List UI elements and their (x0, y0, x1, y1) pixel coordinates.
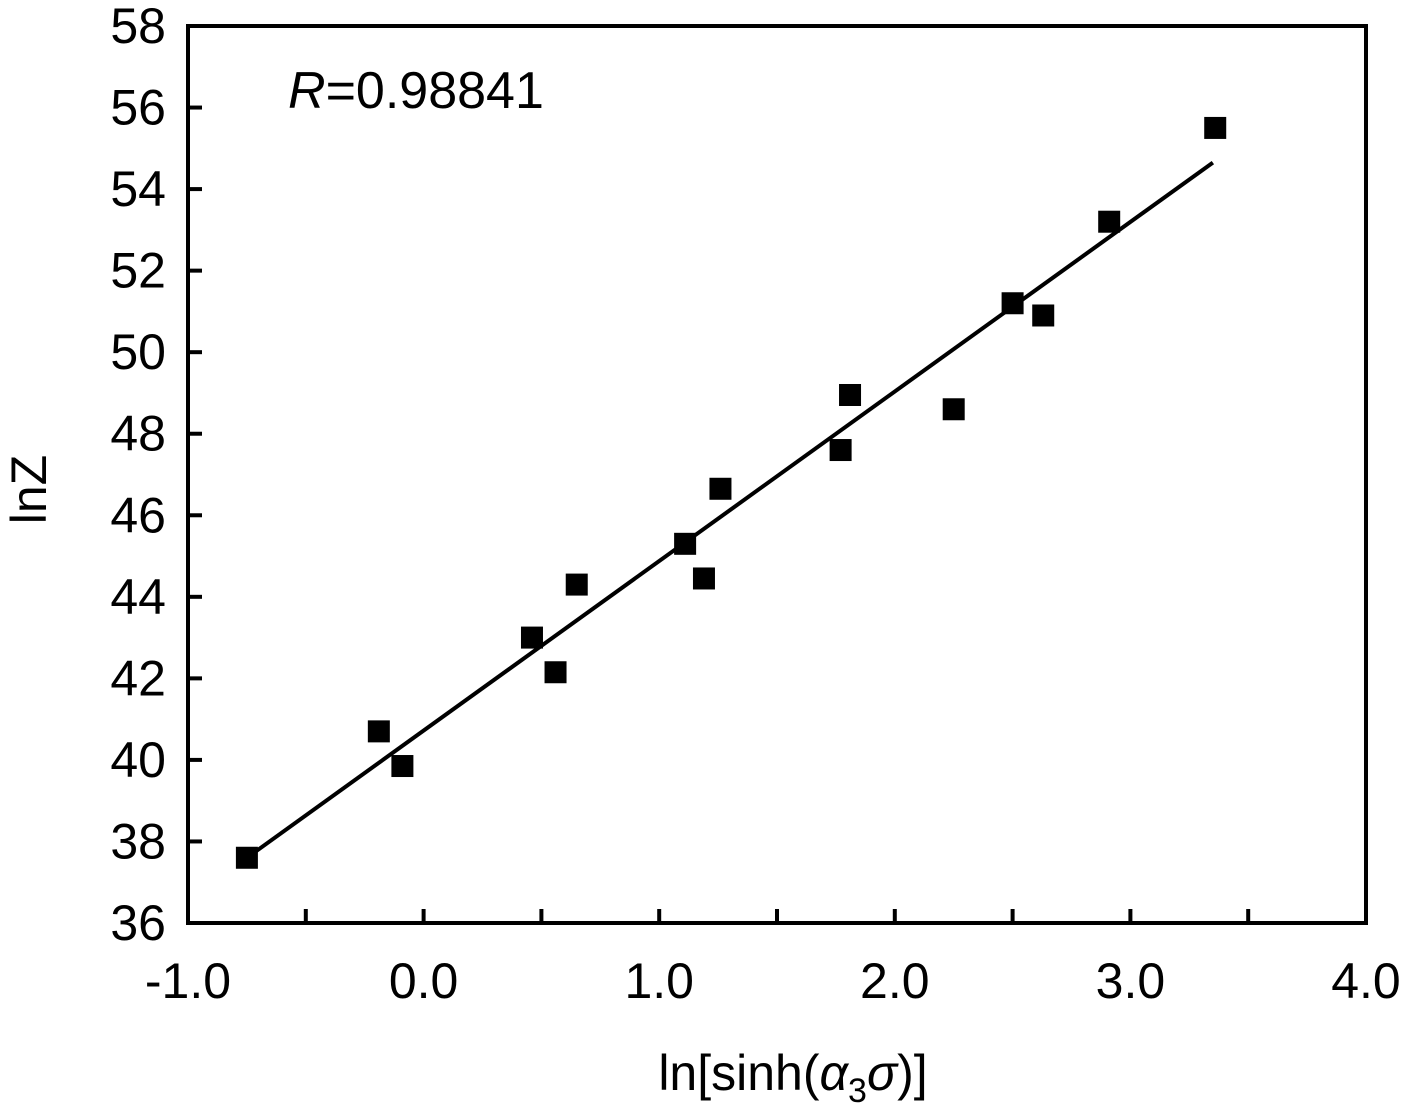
r-value-text: =0.98841 (326, 62, 544, 120)
data-point (367, 720, 390, 743)
x-tick-label: 1.0 (624, 953, 694, 1009)
y-tick-label: 50 (110, 324, 166, 380)
x-tick-label: 0.0 (389, 953, 459, 1009)
r-value-annotation: R=0.98841 (288, 62, 544, 120)
data-point (544, 661, 567, 684)
data-point (235, 846, 258, 869)
data-point (1098, 210, 1121, 233)
x-axis-title: ln[sinh(α3σ)] (658, 1045, 927, 1110)
x-title-prefix: ln[sinh( (658, 1045, 820, 1101)
y-tick-label: 52 (110, 243, 166, 299)
x-title-alpha-sub: 3 (848, 1072, 867, 1110)
y-tick-label: 40 (110, 732, 166, 788)
data-point (1001, 292, 1024, 315)
y-ticks: 36 38 40 42 44 46 48 50 52 54 56 58 (110, 0, 202, 951)
x-tick-label: -1.0 (145, 953, 231, 1009)
x-tick-label: 4.0 (1331, 953, 1401, 1009)
y-tick-label: 56 (110, 80, 166, 136)
data-point (829, 439, 852, 462)
y-tick-label: 54 (110, 161, 166, 217)
y-tick-label: 58 (110, 0, 166, 54)
y-tick-label: 36 (110, 895, 166, 951)
y-tick-label: 42 (110, 650, 166, 706)
x-ticks: -1.0 0.0 1.0 2.0 3.0 4.0 (145, 909, 1401, 1009)
data-point (692, 567, 715, 590)
data-points-layer (235, 116, 1227, 869)
y-tick-label: 44 (110, 569, 166, 625)
x-title-sigma: σ (867, 1045, 899, 1101)
data-point (520, 626, 543, 649)
x-tick-label: 2.0 (860, 953, 930, 1009)
data-point (839, 383, 862, 406)
data-point (1204, 116, 1227, 139)
data-point (391, 755, 414, 778)
data-point (565, 573, 588, 596)
x-tick-label: 3.0 (1096, 953, 1166, 1009)
fit-line (245, 160, 1215, 860)
r-variable: R (288, 62, 326, 120)
y-tick-label: 38 (110, 813, 166, 869)
fit-line-layer (245, 160, 1215, 860)
x-title-suffix: )] (897, 1045, 928, 1101)
data-point (674, 532, 697, 555)
data-point (1032, 304, 1055, 327)
y-tick-label: 48 (110, 406, 166, 462)
x-title-alpha: α (820, 1045, 850, 1101)
data-point (709, 477, 732, 500)
data-point (942, 398, 965, 421)
y-tick-label: 46 (110, 487, 166, 543)
y-axis-title: lnZ (1, 455, 57, 524)
